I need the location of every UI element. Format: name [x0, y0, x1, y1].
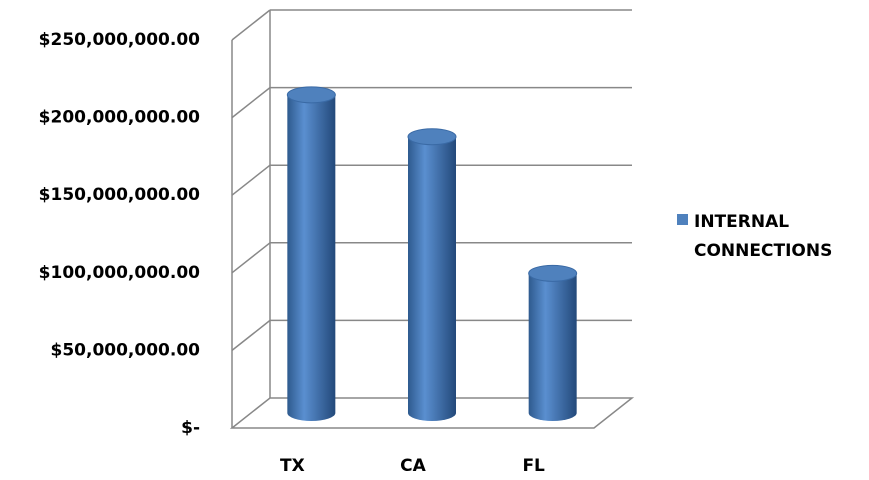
grid-line-side [231, 242, 271, 274]
bar-top [286, 86, 336, 104]
legend-label: INTERNAL CONNECTIONS [694, 212, 833, 261]
bar-top [528, 264, 578, 282]
legend: INTERNAL CONNECTIONS [677, 208, 867, 266]
legend-swatch [677, 214, 688, 225]
grid-line-side [231, 319, 271, 351]
y-tick-label: $50,000,000.00 [51, 340, 201, 360]
y-tick-label: $250,000,000.00 [39, 30, 200, 50]
y-tick-label: $100,000,000.00 [39, 263, 200, 283]
x-tick-label: CA [400, 456, 426, 476]
bar [528, 273, 577, 421]
bar [287, 94, 336, 421]
y-tick-label: $150,000,000.00 [39, 185, 200, 205]
x-tick-label: FL [522, 456, 545, 476]
bar-top [407, 128, 457, 146]
grid-line-side [231, 9, 271, 41]
grid-line-side [231, 87, 271, 119]
grid-line-side [231, 164, 271, 196]
bar [408, 136, 456, 421]
y-tick-label: $200,000,000.00 [39, 108, 200, 128]
x-tick-label: TX [280, 456, 305, 476]
floor [229, 397, 635, 429]
y-tick-label: $- [181, 418, 200, 438]
